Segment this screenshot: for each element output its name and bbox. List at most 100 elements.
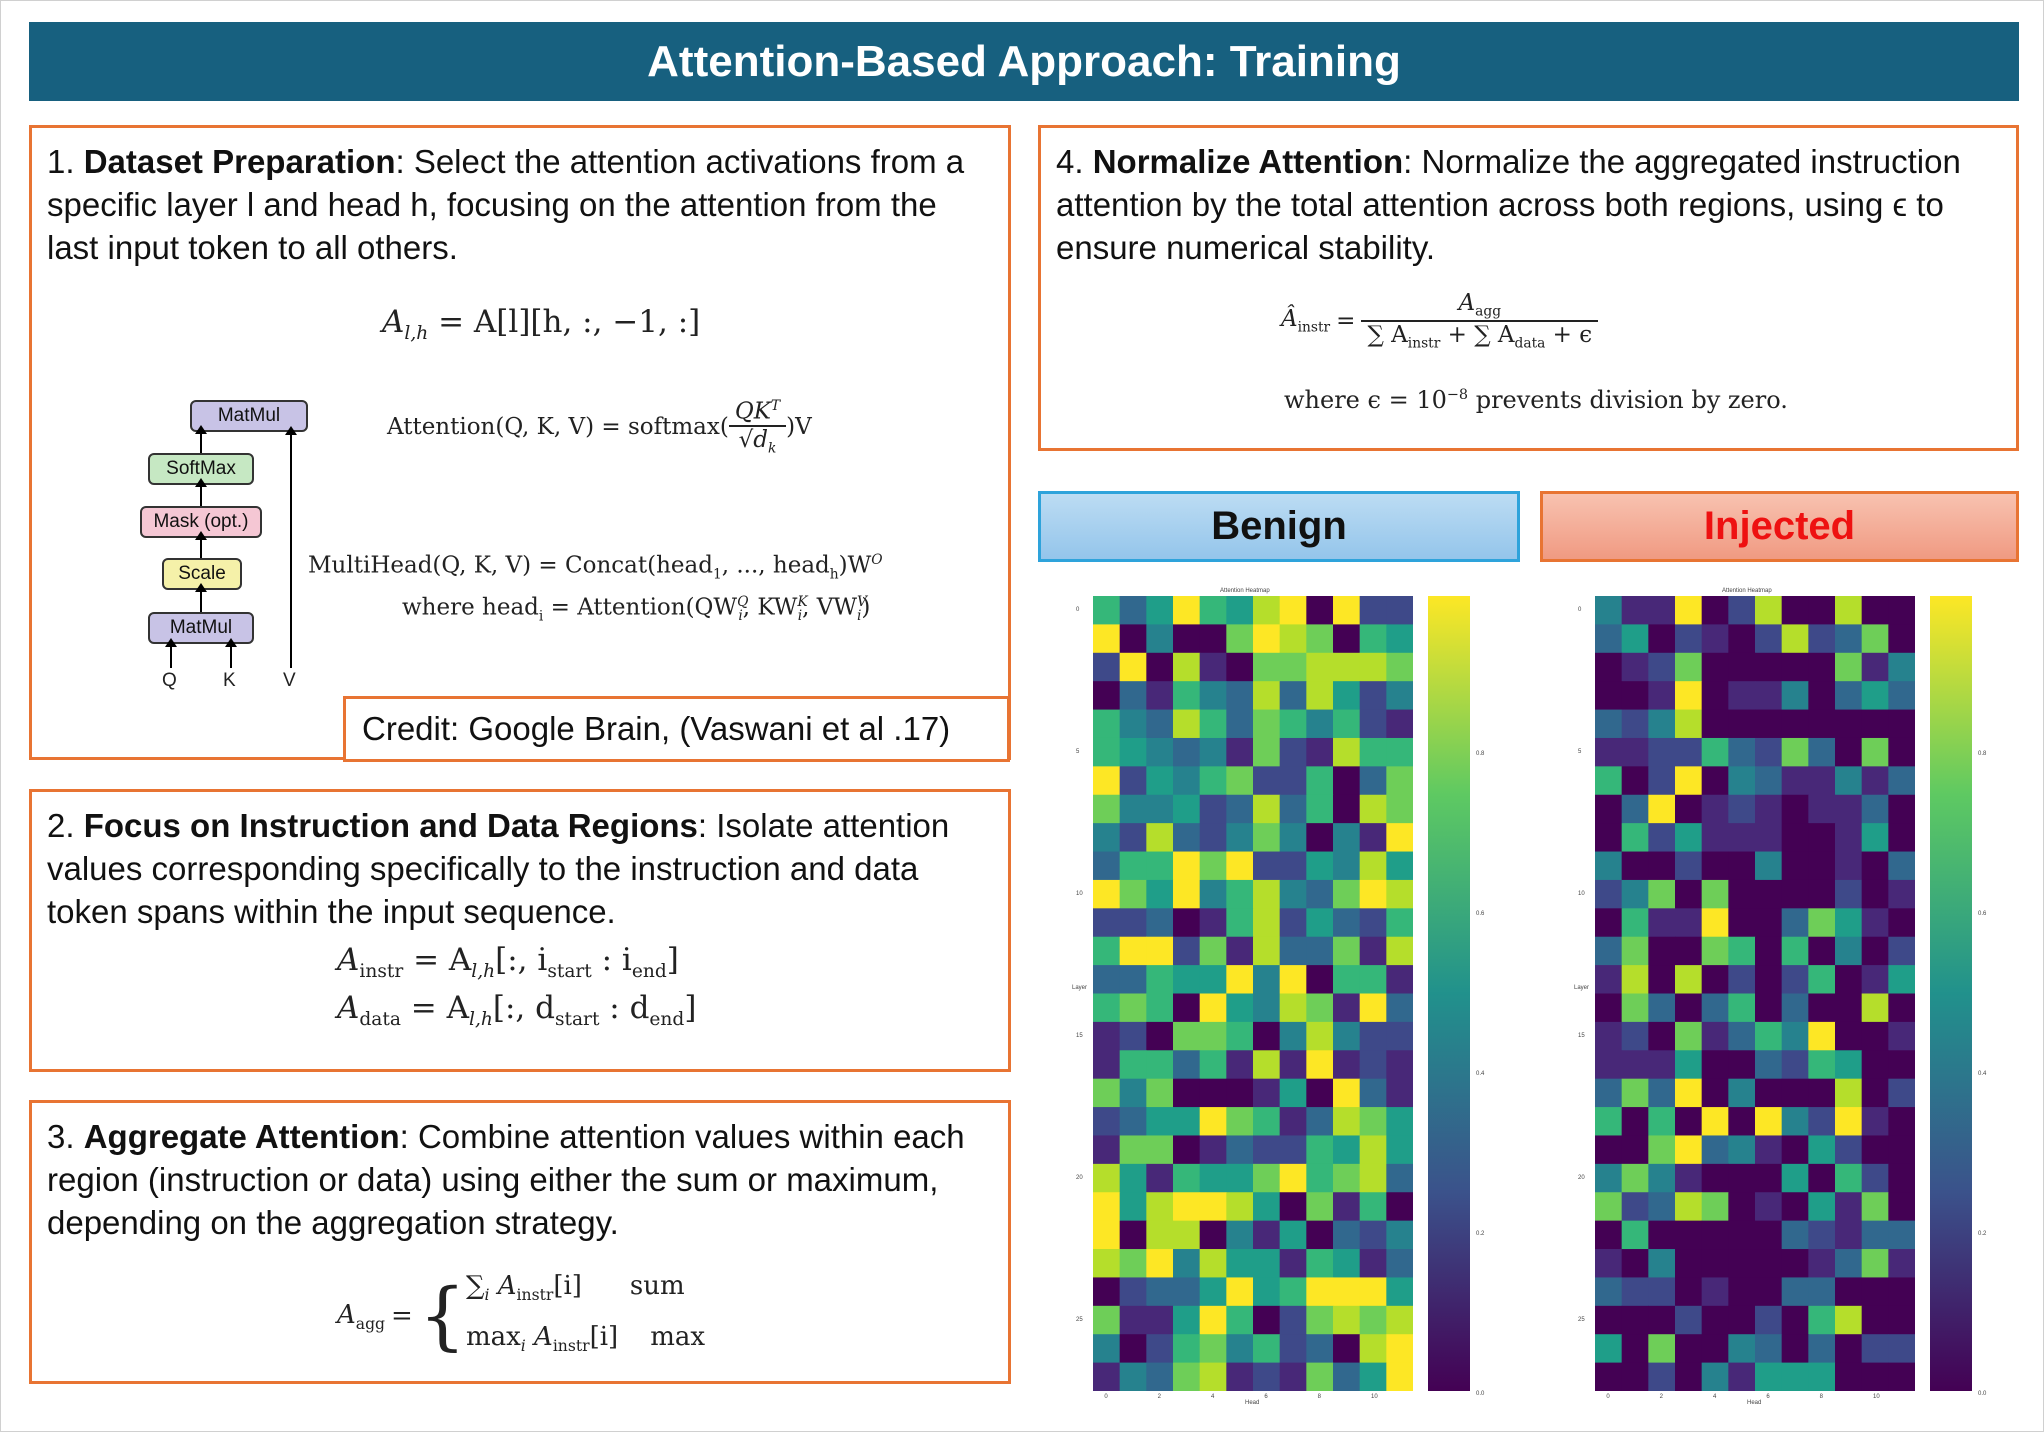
heatmap-cell (1173, 1220, 1201, 1250)
heatmap-cell (1835, 823, 1863, 853)
heatmap-cell (1675, 1021, 1703, 1051)
heatmap-cell (1755, 1135, 1783, 1165)
heatmap-cell (1333, 1220, 1361, 1250)
heatmap-cell (1146, 1021, 1174, 1051)
heatmap-cell (1781, 652, 1809, 682)
heatmap-cell (1173, 1305, 1201, 1335)
heatmap-cell (1119, 1163, 1147, 1193)
heatmap-cell (1386, 823, 1413, 853)
heatmap-cell (1173, 624, 1201, 654)
heatmap-cell (1808, 1362, 1836, 1391)
heatmap-cell (1146, 965, 1174, 994)
colorbar-tick-label: 0.0 (1476, 1391, 1485, 1397)
heatmap-cell (1359, 1305, 1387, 1335)
heatmap-cell (1199, 879, 1227, 909)
heatmap-cell (1306, 1277, 1334, 1307)
step-description: : Select the attention activations from … (47, 143, 965, 266)
heatmap-cell (1781, 936, 1809, 966)
heatmap-cell (1781, 1078, 1809, 1108)
heatmap-cell (1386, 1362, 1413, 1391)
heatmap-cell (1621, 1277, 1649, 1307)
heatmap-cell (1359, 624, 1387, 654)
input-label-q: Q (162, 670, 177, 691)
heatmap-cell (1173, 596, 1201, 625)
heatmap-cell (1093, 709, 1121, 739)
heatmap-cell (1648, 766, 1676, 796)
heatmap-cell (1306, 1249, 1334, 1278)
heatmap-cell (1386, 1078, 1413, 1108)
tick-label: 6 (1766, 1394, 1770, 1400)
heatmap-cell (1306, 1220, 1334, 1250)
heatmap-cell (1173, 851, 1201, 881)
heatmap-cell (1675, 766, 1703, 796)
heatmap-cell (1888, 652, 1915, 682)
heatmap-cell (1386, 624, 1413, 654)
heatmap-cell (1253, 1135, 1281, 1165)
heatmap-cell (1648, 908, 1676, 938)
heatmap-cell (1359, 766, 1387, 796)
heatmap-cell (1701, 624, 1729, 654)
heatmap-cell (1173, 1078, 1201, 1108)
tick-label: 2 (1157, 1394, 1161, 1400)
heatmap-cell (1781, 1334, 1809, 1364)
heatmap-cell (1755, 1249, 1783, 1278)
heatmap-cell (1333, 1192, 1361, 1222)
heatmap-cell (1835, 596, 1863, 625)
heatmap-cell (1701, 1249, 1729, 1278)
heatmap-cell (1728, 823, 1756, 853)
heatmap-cell (1386, 766, 1413, 796)
heatmap-cell (1728, 879, 1756, 909)
heatmap-cell (1755, 965, 1783, 994)
heatmap-cell (1888, 624, 1915, 654)
heatmap-cell (1621, 794, 1649, 824)
heatmap-cell (1253, 1249, 1281, 1278)
heatmap-cell (1861, 1277, 1889, 1307)
heatmap-cell (1701, 766, 1729, 796)
colorbar-tick-label: 0.2 (1978, 1231, 1987, 1237)
heatmap-cell (1648, 737, 1676, 767)
heatmap-cell (1119, 766, 1147, 796)
heatmap-cell (1119, 936, 1147, 966)
heatmap-cell (1359, 879, 1387, 909)
heatmap-cell (1675, 993, 1703, 1023)
heatmap-cell (1595, 936, 1623, 966)
heatmap-cell (1226, 624, 1254, 654)
input-label-v: V (283, 670, 296, 691)
heatmap-cell (1595, 1021, 1623, 1051)
heatmap-cell (1093, 652, 1121, 682)
heatmap-cell (1675, 681, 1703, 711)
heatmap-cell (1226, 596, 1254, 625)
heatmap-cell (1861, 851, 1889, 881)
heatmap-cell (1199, 1163, 1227, 1193)
heatmap-cell (1253, 1107, 1281, 1136)
heatmap-cell (1253, 1163, 1281, 1193)
step-number: 1. (47, 143, 84, 180)
heatmap-cell (1359, 1107, 1387, 1136)
heatmap-cell (1306, 1192, 1334, 1222)
heatmap-cell (1808, 652, 1836, 682)
heatmap-cell (1199, 1249, 1227, 1278)
heatmap-cell (1595, 709, 1623, 739)
heatmap-cell (1093, 1107, 1121, 1136)
heatmap-cell (1595, 794, 1623, 824)
heatmap-cell (1146, 1305, 1174, 1335)
heatmap-cell (1621, 1192, 1649, 1222)
heatmap-cell (1781, 851, 1809, 881)
heatmap-cell (1701, 936, 1729, 966)
heatmap-cell (1253, 936, 1281, 966)
heatmap-cell (1253, 1334, 1281, 1364)
heatmap-cell (1755, 596, 1783, 625)
heatmap-cell (1359, 1021, 1387, 1051)
heatmap-cell (1119, 1135, 1147, 1165)
heatmap-cell (1279, 1050, 1307, 1080)
tick-label: 15 (1076, 1033, 1083, 1040)
heatmap-cell (1701, 993, 1729, 1023)
heatmap-cell (1173, 879, 1201, 909)
heatmap-cell (1333, 1249, 1361, 1278)
tick-label: 4 (1211, 1394, 1215, 1400)
heatmap-cell (1728, 936, 1756, 966)
heatmap-cell (1146, 1220, 1174, 1250)
heatmap-cell (1621, 1078, 1649, 1108)
heatmap-cell (1279, 851, 1307, 881)
heatmap-cell (1888, 851, 1915, 881)
